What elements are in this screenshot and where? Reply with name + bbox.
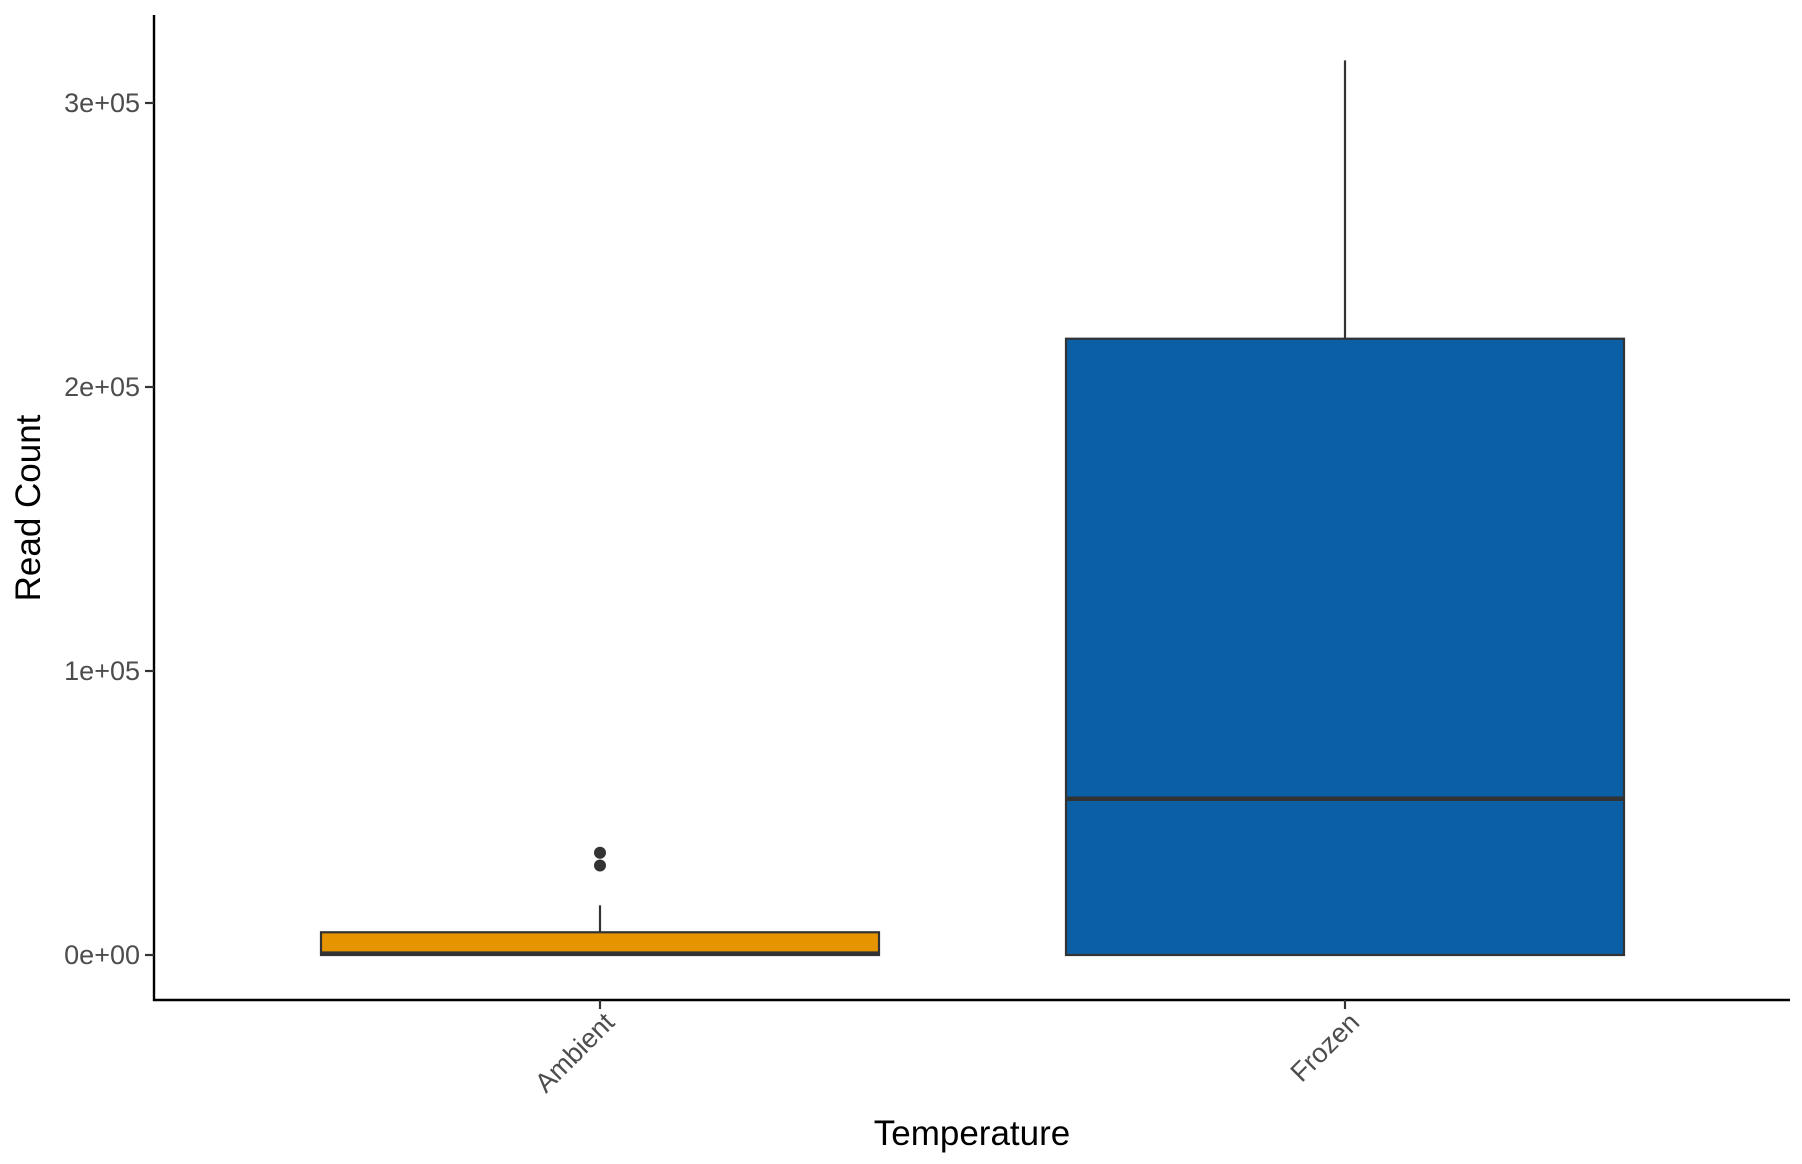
y-tick-label: 1e+05	[64, 656, 140, 686]
outlier-point	[594, 846, 606, 859]
y-tick-label: 3e+05	[64, 88, 140, 118]
x-tick-label: Frozen	[1285, 1007, 1366, 1088]
outlier-point	[594, 859, 606, 872]
box-rect	[1064, 337, 1626, 957]
y-tick-label: 2e+05	[64, 372, 140, 402]
x-axis-title: Temperature	[874, 1114, 1070, 1153]
box-frozen	[1064, 60, 1626, 957]
x-tick-label: Ambient	[529, 1007, 621, 1099]
y-axis-title: Read Count	[9, 414, 48, 601]
box-ambient	[319, 846, 881, 957]
plot-area	[319, 60, 1626, 957]
y-tick-label: 0e+00	[64, 940, 140, 970]
